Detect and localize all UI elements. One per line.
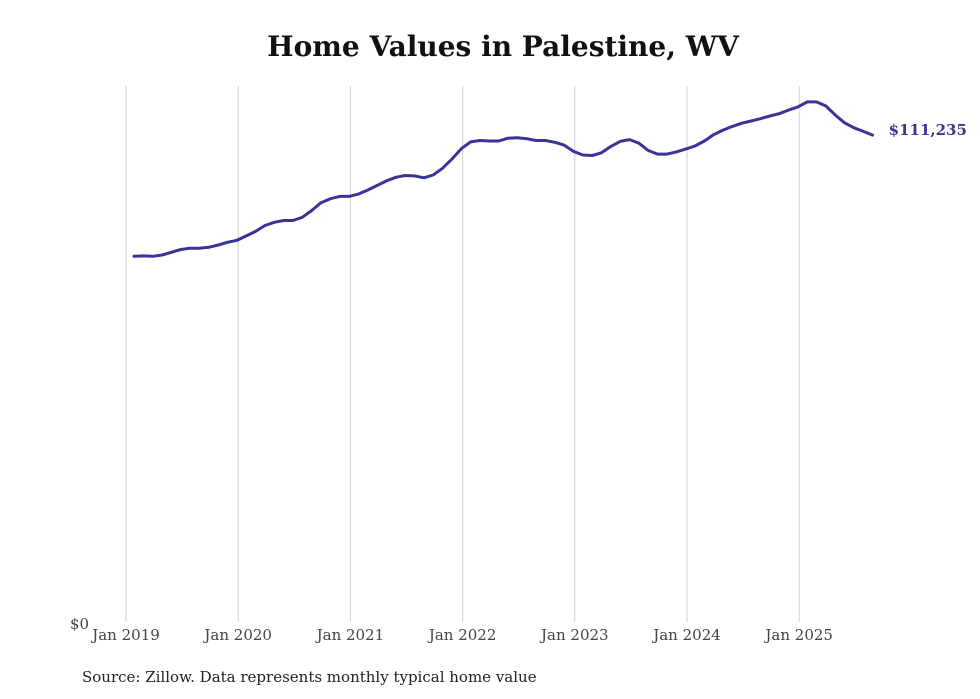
vertical-gridlines (125, 86, 800, 622)
x-tick-label: Jan 2019 (90, 626, 160, 644)
x-tick-label: Jan 2024 (651, 626, 721, 644)
home-value-line (132, 100, 875, 258)
source-note: Source: Zillow. Data represents monthly … (82, 668, 537, 686)
x-tick-label: Jan 2025 (763, 626, 833, 644)
x-tick-label: Jan 2021 (315, 626, 385, 644)
x-tick-label: Jan 2020 (202, 626, 272, 644)
chart-title: Home Values in Palestine, WV (267, 30, 739, 63)
x-tick-label: Jan 2023 (539, 626, 609, 644)
y-axis-zero-label: $0 (70, 615, 89, 633)
last-value-label: $111,235 (889, 121, 967, 139)
x-tick-label: Jan 2022 (427, 626, 497, 644)
x-axis-tick-labels: Jan 2019 Jan 2020 Jan 2021 Jan 2022 Jan 2023… (90, 626, 833, 644)
